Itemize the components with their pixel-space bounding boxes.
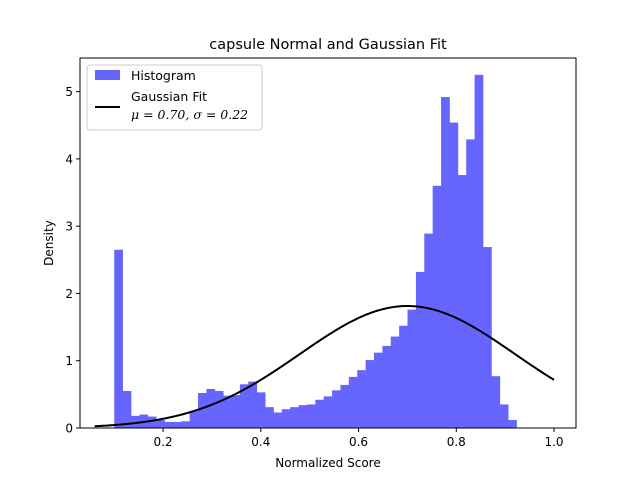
x-tick-label: 1.0: [544, 435, 563, 449]
histogram-bar: [474, 74, 484, 429]
y-axis-label: Density: [42, 220, 56, 266]
histogram-bar: [256, 392, 266, 428]
histogram-bar: [214, 391, 224, 428]
histogram-bar: [415, 271, 425, 428]
histogram-bar: [130, 415, 140, 428]
legend-box: [86, 64, 263, 131]
histogram-bar: [323, 396, 333, 428]
histogram-bar: [239, 384, 249, 428]
chart-title: capsule Normal and Gaussian Fit: [209, 37, 447, 53]
histogram-bar: [382, 345, 392, 428]
histogram-bar: [399, 325, 408, 428]
histogram-bar: [441, 97, 450, 428]
histogram-bar: [407, 309, 417, 428]
plot-frame: [79, 57, 577, 429]
histogram-bar: [499, 404, 509, 428]
histogram-bar: [181, 421, 191, 428]
histogram-bar: [164, 421, 174, 428]
histogram-bar: [290, 407, 299, 428]
histogram-bar: [306, 404, 316, 428]
histogram-bar: [457, 175, 467, 428]
histogram-bar: [206, 388, 216, 428]
legend-gaussian-params: μ = 0.70, σ = 0.22: [131, 107, 248, 122]
x-tick-label: 0.6: [349, 435, 368, 449]
histogram-bar: [466, 139, 475, 428]
histogram-bar: [281, 409, 291, 428]
histogram-bar: [198, 393, 207, 428]
legend-histogram-swatch: [95, 70, 120, 80]
legend-histogram-label: Histogram: [131, 68, 196, 83]
histogram-bars: [114, 74, 517, 429]
histogram-bar: [357, 370, 367, 428]
legend: Histogram Gaussian Fit μ = 0.70, σ = 0.2…: [86, 64, 263, 131]
histogram-bar: [189, 411, 199, 428]
histogram-bar: [424, 233, 434, 428]
x-axis: 0.2 0.4 0.6 0.8 1.0: [154, 428, 564, 449]
histogram-bar: [223, 395, 232, 428]
histogram-bar: [508, 419, 517, 428]
histogram-bar: [114, 249, 123, 428]
histogram-bar: [365, 360, 375, 428]
y-tick-label: 5: [65, 85, 73, 99]
histogram-bar: [449, 122, 459, 428]
y-tick-label: 2: [65, 287, 73, 301]
histogram-bar: [273, 412, 283, 428]
histogram-bar: [482, 247, 492, 428]
histogram-bar: [231, 395, 241, 428]
histogram-bar: [156, 419, 165, 428]
histogram-bar: [348, 376, 358, 428]
histogram-bar: [248, 381, 258, 428]
histogram-bar: [332, 390, 341, 428]
y-tick-label: 0: [65, 422, 73, 436]
legend-gaussian-label: Gaussian Fit: [131, 89, 207, 104]
histogram-bar: [374, 352, 383, 428]
histogram-bar: [122, 391, 132, 428]
gaussian-fit-line: [94, 305, 555, 428]
histogram-bar: [147, 416, 157, 428]
x-tick-label: 0.4: [251, 435, 270, 449]
histogram-bar: [390, 336, 400, 428]
histogram-bar: [340, 384, 350, 428]
x-axis-label: Normalized Score: [275, 456, 380, 470]
histogram-bar: [298, 405, 308, 428]
y-tick-label: 3: [65, 220, 73, 234]
histogram-bar: [172, 421, 182, 428]
x-tick-label: 0.2: [154, 435, 173, 449]
histogram-bar: [491, 376, 501, 428]
histogram-bar: [265, 407, 274, 428]
y-tick-label: 1: [65, 354, 73, 368]
x-tick-label: 0.8: [447, 435, 466, 449]
histogram-bar: [432, 185, 442, 428]
y-tick-label: 4: [65, 152, 73, 166]
histogram-bar: [315, 399, 325, 428]
y-axis: 0 1 2 3 4 5: [65, 85, 80, 436]
